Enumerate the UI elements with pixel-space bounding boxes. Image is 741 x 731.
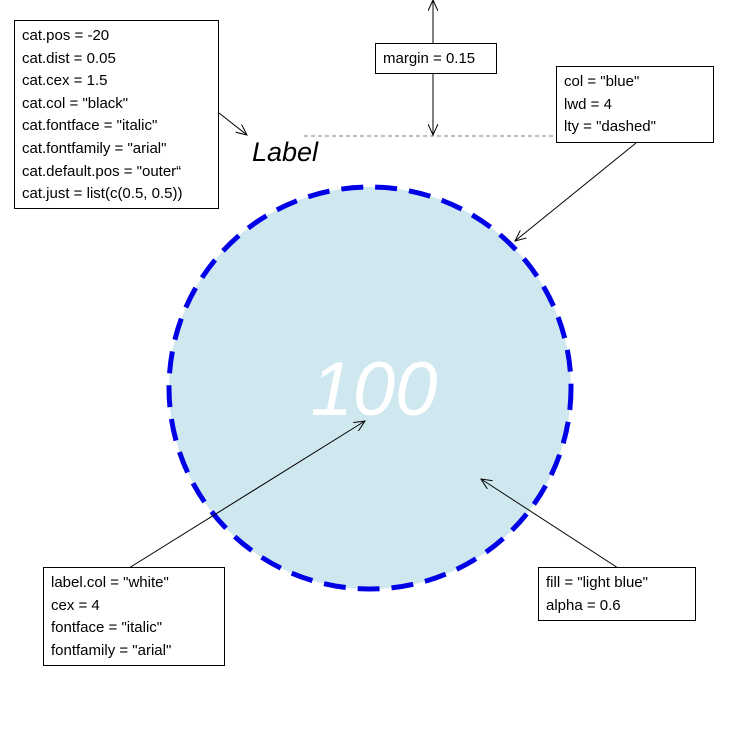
fill-params-box: fill = "light blue" alpha = 0.6 [538,567,696,621]
category-param-line: cat.dist = 0.05 [22,49,116,67]
category-param-line: cat.just = list(c(0.5, 0.5)) [22,185,183,203]
fill-params-arrow [481,479,619,569]
border-params-arrow [515,142,637,241]
border-param-line: col = "blue" [564,73,640,90]
circle-value-label: 100 [311,347,438,432]
label-params-arrow [128,421,365,569]
category-param-line: cat.cex = 1.5 [22,72,108,90]
category-params-box: cat.pos = -20 cat.dist = 0.05 cat.cex = … [14,20,219,209]
category-param-line: cat.col = "black" [22,94,129,112]
category-param-line: cat.fontfamily = "arial" [22,139,167,157]
fill-param-line: alpha = 0.6 [546,596,621,614]
label-params-box: label.col = "white" cex = 4 fontface = "… [43,567,225,666]
border-param-line: lty = "dashed" [564,118,656,136]
venn-circle [166,184,574,592]
label-param-line: cex = 4 [51,596,100,614]
category-param-line: cat.pos = -20 [22,27,110,44]
category-param-line: cat.default.pos = "outer“ [22,162,182,180]
label-param-line: fontface = "italic" [51,619,163,637]
label-param-line: label.col = "white" [51,574,169,591]
margin-param-line: margin = 0.15 [383,50,476,67]
category-label: Label [252,137,319,167]
border-param-line: lwd = 4 [564,95,612,113]
fill-param-line: fill = "light blue" [546,574,648,591]
border-params-box: col = "blue" lwd = 4 lty = "dashed" [556,66,714,143]
category-params-arrow [218,112,247,135]
label-param-line: fontfamily = "arial" [51,641,172,659]
margin-param-box: margin = 0.15 [375,43,497,74]
category-param-line: cat.fontface = "italic" [22,117,158,135]
